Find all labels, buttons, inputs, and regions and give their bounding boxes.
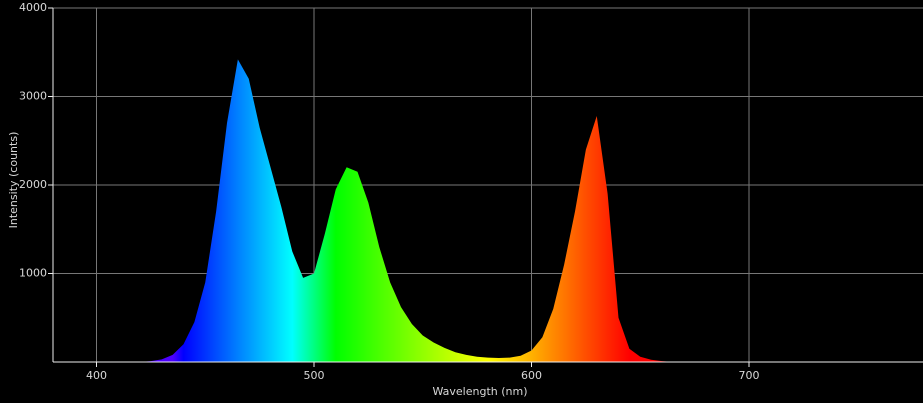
x-axis-label: Wavelength (nm) [432,385,527,398]
y-tick-label: 3000 [19,90,47,103]
x-tick-label: 500 [304,369,325,382]
x-tick-label: 600 [521,369,542,382]
y-axis-label: Intensity (counts) [7,132,20,229]
x-tick-label: 400 [86,369,107,382]
y-tick-label: 1000 [19,267,47,280]
spectrum-area [140,59,673,362]
x-tick-label: 700 [739,369,760,382]
y-tick-label: 4000 [19,1,47,14]
y-tick-label: 2000 [19,178,47,191]
